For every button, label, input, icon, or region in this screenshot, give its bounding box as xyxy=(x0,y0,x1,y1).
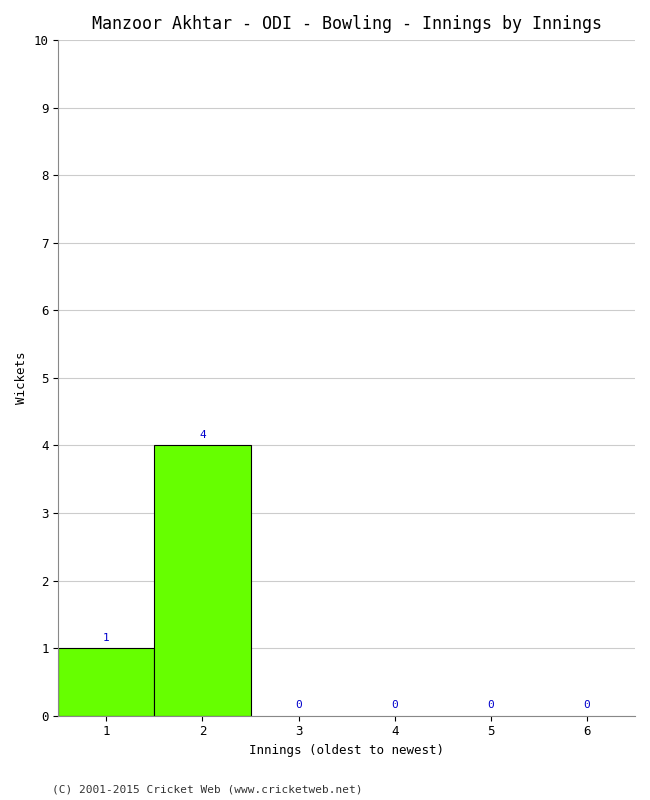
Bar xyxy=(155,446,250,716)
Title: Manzoor Akhtar - ODI - Bowling - Innings by Innings: Manzoor Akhtar - ODI - Bowling - Innings… xyxy=(92,15,602,33)
Text: 4: 4 xyxy=(199,430,206,440)
Text: 0: 0 xyxy=(488,700,494,710)
Bar xyxy=(58,648,155,716)
Text: 0: 0 xyxy=(584,700,590,710)
X-axis label: Innings (oldest to newest): Innings (oldest to newest) xyxy=(249,744,444,757)
Text: 0: 0 xyxy=(295,700,302,710)
Y-axis label: Wickets: Wickets xyxy=(15,352,28,404)
Text: 1: 1 xyxy=(103,633,110,642)
Text: 0: 0 xyxy=(391,700,398,710)
Text: (C) 2001-2015 Cricket Web (www.cricketweb.net): (C) 2001-2015 Cricket Web (www.cricketwe… xyxy=(52,784,363,794)
